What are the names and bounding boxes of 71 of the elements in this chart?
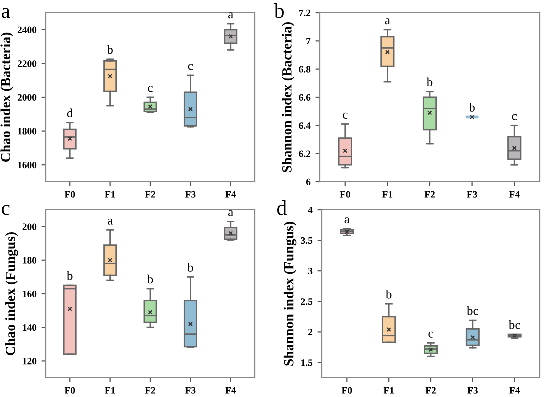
y-tick-label: 1600 (18, 162, 37, 169)
x-tick-label: F4 (226, 191, 236, 198)
x-tick-label: F4 (226, 387, 236, 394)
y-tick-label: 1.5 (302, 360, 313, 366)
y-tick-label: 200 (22, 224, 37, 230)
y-tick-label: 7 (306, 38, 311, 45)
y-axis-title: Chao index (Bacteria) (0, 32, 14, 162)
y-axis-title: Chao index (Fungus) (6, 232, 18, 356)
annotation: b (147, 274, 154, 284)
annotation: a (108, 218, 113, 225)
y-tick-label: 140 (23, 324, 37, 332)
x-tick-label: F3 (468, 387, 478, 394)
annotation: a (228, 12, 234, 19)
y-tick-label: 3 (308, 268, 313, 275)
annotation: b (66, 271, 73, 280)
x-tick-label: F2 (145, 387, 156, 394)
y-tick-label: 3.5 (301, 237, 313, 244)
annotation: c (343, 112, 348, 119)
annotation: a (344, 218, 350, 224)
x-tick-label: F2 (426, 387, 436, 394)
y-tick-label: 6.4 (299, 122, 311, 130)
x-tick-label: F3 (467, 191, 478, 198)
x-tick-label: F3 (185, 191, 196, 198)
annotation: b (188, 263, 194, 272)
y-tick-label: 160 (23, 290, 37, 298)
x-tick-label: F4 (510, 387, 520, 394)
annotation: c (188, 64, 194, 70)
y-tick-label: 2 (308, 329, 313, 336)
annotation: a (385, 18, 390, 25)
y-tick-label: 6.8 (299, 66, 311, 73)
x-tick-label: F4 (509, 191, 520, 198)
y-axis-title: Shannon index (Fungus) (284, 222, 297, 366)
annotation: b (107, 45, 113, 54)
y-tick-label: 6.2 (299, 150, 311, 158)
y-tick-label: 6 (306, 178, 311, 186)
chart-title: d (277, 200, 287, 216)
annotation: b (426, 78, 433, 87)
x-tick-label: F1 (105, 387, 116, 394)
x-tick-label: F0 (342, 387, 352, 394)
y-tick-label: 2000 (18, 94, 37, 101)
y-tick-label: 7.2 (299, 10, 311, 17)
annotation: a (228, 210, 234, 216)
annotation: b (386, 290, 392, 299)
annotation: bc (508, 320, 520, 330)
y-tick-label: 1800 (18, 128, 37, 135)
annotation: c (148, 86, 153, 92)
annotation: d (67, 108, 74, 118)
annotation: c (428, 332, 434, 338)
x-tick-label: F1 (384, 387, 394, 394)
x-tick-label: F0 (340, 191, 350, 198)
chart-title: c (2, 205, 10, 216)
x-tick-label: F1 (105, 191, 116, 198)
chart-title: a (2, 8, 10, 18)
y-axis-title: Shannon index (Bacteria) (282, 22, 295, 172)
x-tick-label: F2 (424, 191, 435, 198)
y-tick-label: 2400 (18, 26, 37, 34)
y-tick-label: 120 (23, 358, 37, 365)
annotation: bc (467, 306, 478, 316)
y-tick-label: 6.6 (299, 94, 311, 102)
x-tick-label: F1 (382, 191, 393, 198)
x-tick-label: F2 (145, 191, 156, 198)
x-tick-label: F3 (185, 387, 196, 394)
x-tick-label: F0 (64, 387, 76, 394)
x-tick-label: F0 (64, 191, 76, 198)
y-tick-label: 2.5 (301, 298, 313, 306)
y-tick-label: 2200 (18, 60, 37, 68)
annotation: b (469, 103, 475, 112)
y-tick-label: 180 (23, 257, 37, 264)
chart-title: b (274, 4, 284, 18)
annotation: c (512, 114, 518, 120)
y-tick-label: 4 (308, 206, 313, 214)
